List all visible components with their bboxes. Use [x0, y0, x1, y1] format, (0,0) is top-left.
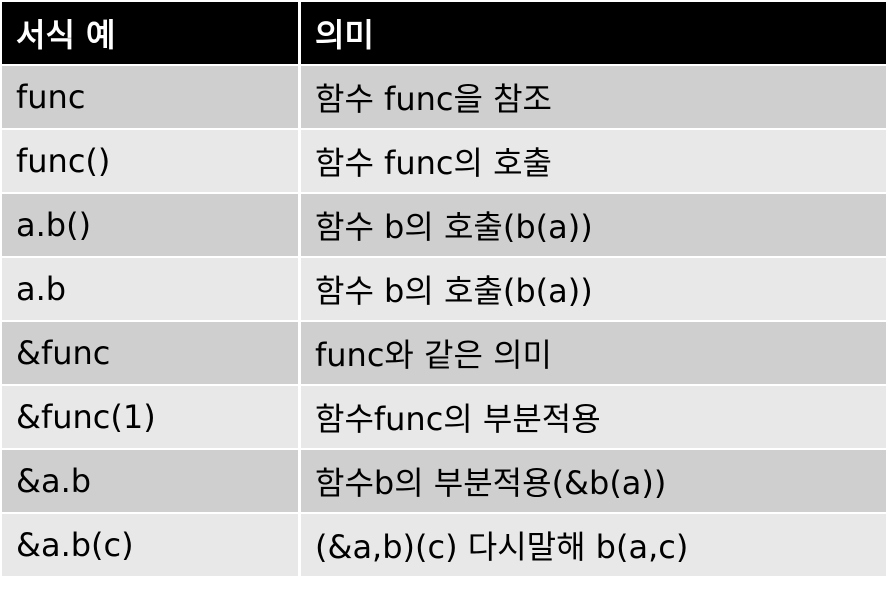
meaning-cell: 함수 b의 호출(b(a)) — [298, 258, 886, 322]
format-cell: func() — [2, 130, 298, 194]
table-row: &func(1) 함수func의 부분적용 — [2, 386, 886, 450]
format-table: 서식 예 의미 func 함수 func을 참조 func() 함수 func의… — [2, 2, 886, 578]
table-row: &a.b 함수b의 부분적용(&b(a)) — [2, 450, 886, 514]
table-row: a.b() 함수 b의 호출(b(a)) — [2, 194, 886, 258]
header-format-example: 서식 예 — [2, 2, 298, 66]
format-cell: &a.b — [2, 450, 298, 514]
meaning-cell: 함수b의 부분적용(&b(a)) — [298, 450, 886, 514]
table-row: func 함수 func을 참조 — [2, 66, 886, 130]
format-cell: &a.b(c) — [2, 514, 298, 578]
meaning-cell: 함수 func의 호출 — [298, 130, 886, 194]
table-row: &func func와 같은 의미 — [2, 322, 886, 386]
format-cell: func — [2, 66, 298, 130]
meaning-cell: 함수func의 부분적용 — [298, 386, 886, 450]
format-cell: a.b() — [2, 194, 298, 258]
meaning-cell: func와 같은 의미 — [298, 322, 886, 386]
header-meaning: 의미 — [298, 2, 886, 66]
meaning-cell: 함수 b의 호출(b(a)) — [298, 194, 886, 258]
meaning-cell: (&a,b)(c) 다시말해 b(a,c) — [298, 514, 886, 578]
table-row: &a.b(c) (&a,b)(c) 다시말해 b(a,c) — [2, 514, 886, 578]
table-header-row: 서식 예 의미 — [2, 2, 886, 66]
format-cell: a.b — [2, 258, 298, 322]
meaning-cell: 함수 func을 참조 — [298, 66, 886, 130]
table-row: func() 함수 func의 호출 — [2, 130, 886, 194]
format-cell: &func — [2, 322, 298, 386]
table-row: a.b 함수 b의 호출(b(a)) — [2, 258, 886, 322]
format-table-container: 서식 예 의미 func 함수 func을 참조 func() 함수 func의… — [2, 2, 886, 578]
format-cell: &func(1) — [2, 386, 298, 450]
